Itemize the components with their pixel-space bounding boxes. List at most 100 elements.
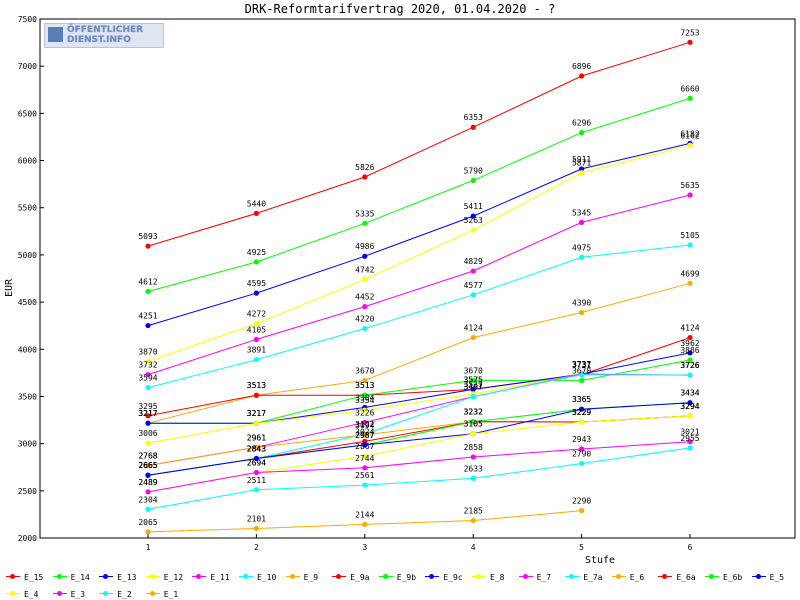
data-label: 4124: [464, 324, 483, 333]
data-point: [145, 384, 151, 391]
data-label: 3294: [680, 402, 699, 411]
data-label: 3232: [464, 408, 483, 417]
data-point: [687, 39, 693, 45]
data-label: 2768: [138, 452, 157, 461]
series-line: [147, 244, 691, 389]
data-label: 5263: [464, 216, 483, 225]
logo-text-line1: ÖFFENTLICHER: [67, 25, 144, 35]
data-point: [470, 431, 476, 437]
data-label: 4699: [680, 269, 699, 278]
data-point: [253, 356, 259, 363]
legend-swatch: [52, 590, 67, 598]
data-point: [362, 276, 368, 282]
legend-swatch: [145, 590, 160, 598]
legend-label: E_14: [70, 572, 90, 582]
data-point: [687, 439, 693, 445]
data-label: 3217: [247, 409, 266, 418]
data-label: 2858: [464, 443, 483, 452]
data-label: 2290: [572, 497, 591, 506]
data-label: 3217: [138, 409, 157, 418]
data-point: [470, 454, 476, 460]
legend-swatch: [6, 590, 20, 598]
legend-item: E_1: [145, 588, 178, 600]
data-point: [470, 124, 476, 130]
data-label: 5345: [572, 208, 591, 217]
data-point: [253, 290, 259, 296]
data-label: 4925: [247, 248, 266, 257]
y-tick-label: 3000: [18, 440, 37, 449]
data-point: [145, 529, 151, 535]
x-tick-label: 5: [579, 543, 584, 552]
data-label: 6353: [464, 113, 483, 122]
legend-label: E_7a: [583, 572, 603, 582]
data-label: 2489: [138, 478, 157, 487]
data-point: [687, 350, 693, 356]
data-point: [470, 419, 476, 425]
data-label: 3497: [464, 383, 483, 392]
data-point: [470, 394, 476, 400]
data-label: 3870: [138, 348, 157, 357]
data-label: 5871: [572, 159, 591, 168]
legend-swatch: [472, 573, 486, 581]
data-point: [362, 174, 368, 180]
legend-swatch: [565, 573, 580, 581]
data-point: [687, 192, 693, 198]
data-label: 3232: [464, 408, 483, 417]
legend-swatch: [751, 573, 766, 581]
data-point: [253, 444, 259, 450]
data-point: [145, 413, 151, 419]
data-label: 2665: [138, 461, 157, 470]
data-label: 2843: [247, 444, 266, 453]
data-label: 3594: [138, 374, 157, 383]
x-tick-label: 2: [254, 543, 259, 552]
data-point: [687, 372, 693, 378]
data-point: [470, 177, 476, 183]
data-point: [362, 419, 368, 425]
y-tick-label: 7500: [18, 15, 37, 24]
data-label: 3737: [572, 360, 591, 369]
series-line: [147, 447, 691, 510]
data-label: 3575: [464, 375, 483, 384]
legend-label: E_3: [70, 589, 86, 599]
y-tick-label: 6000: [18, 157, 37, 166]
data-label: 6162: [680, 131, 699, 140]
data-point: [362, 253, 368, 259]
legend-swatch: [705, 573, 719, 581]
legend-label: E_6b: [723, 572, 743, 582]
data-label: 5790: [464, 166, 483, 175]
series-line: [147, 337, 691, 417]
data-label: 2843: [247, 444, 266, 453]
data-label: 3726: [680, 361, 699, 370]
legend-swatch: [52, 573, 67, 581]
legend-label: E_4: [24, 589, 39, 599]
legend-label: E_12: [163, 572, 184, 582]
data-point: [145, 420, 151, 426]
data-label: 3365: [572, 395, 591, 404]
data-point: [687, 242, 693, 248]
data-label: 4742: [355, 265, 374, 274]
legend-item: E_7a: [565, 571, 602, 583]
data-label: 3105: [464, 420, 483, 429]
data-label: 5635: [680, 181, 699, 190]
data-label: 4577: [464, 281, 483, 290]
data-point: [579, 170, 585, 176]
data-label: 5911: [572, 155, 591, 164]
data-point: [579, 460, 585, 467]
legend-label: E_7: [536, 572, 552, 582]
legend-swatch: [192, 573, 207, 581]
series-line: [147, 194, 691, 376]
series-E_2: [145, 445, 693, 512]
series-E_9a: [145, 334, 693, 419]
data-label: 3670: [355, 366, 374, 375]
legend-item: E_10: [239, 571, 276, 583]
data-point: [687, 357, 693, 363]
data-label: 3670: [464, 366, 483, 375]
data-label: 3513: [355, 381, 374, 390]
data-label: 2665: [138, 461, 157, 470]
data-label: 3229: [572, 408, 591, 417]
data-point: [579, 254, 585, 260]
series-E_10: [145, 242, 693, 391]
legend-item: E_12: [145, 571, 184, 583]
data-label: 5105: [680, 231, 699, 240]
data-label: 6896: [572, 62, 591, 71]
